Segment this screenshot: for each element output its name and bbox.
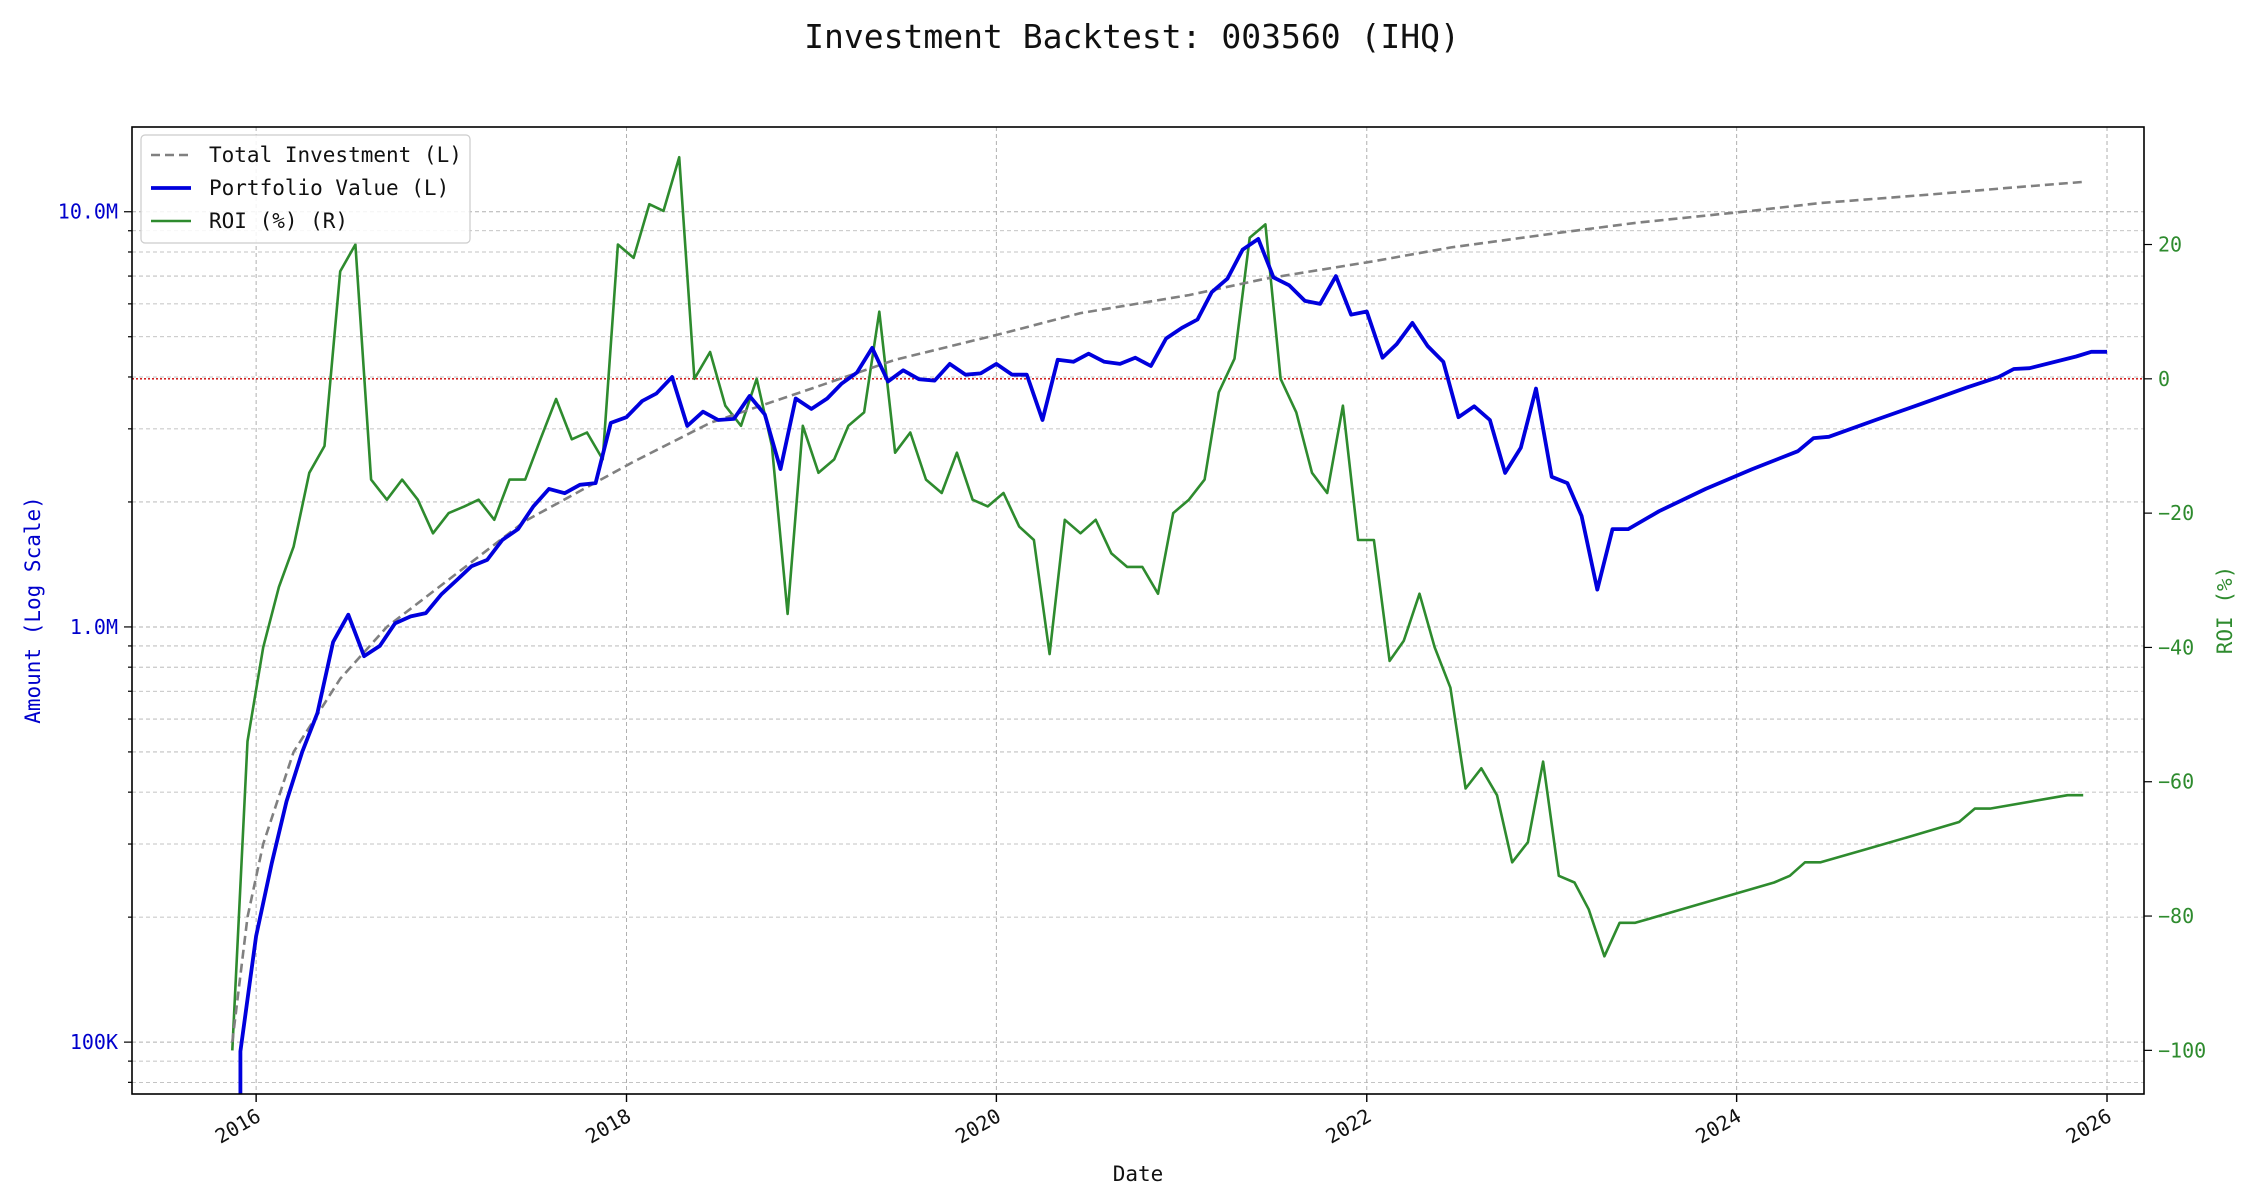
y-right-tick-label: 0	[2158, 367, 2170, 391]
series-line-2	[231, 155, 2084, 1051]
series-line-0	[231, 180, 2084, 1043]
plot-frame	[131, 126, 2145, 1095]
legend-label: Total Investment (L)	[209, 143, 462, 167]
x-tick-label: 2018	[581, 1104, 635, 1149]
legend-label: ROI (%) (R)	[209, 209, 348, 233]
legend-label: Portfolio Value (L)	[209, 176, 449, 200]
y-axis-right-label: ROI (%)	[2213, 566, 2237, 655]
y-right-tick-label: 20	[2158, 233, 2182, 257]
y-left-tick-label: 10.0M	[58, 200, 118, 224]
series-line-1	[238, 236, 2107, 1094]
x-tick-label: 2016	[211, 1104, 265, 1149]
chart-title: Investment Backtest: 003560 (IHQ)	[804, 17, 1460, 56]
y-left-tick-label: 100K	[70, 1030, 118, 1054]
grid-layer	[132, 127, 2144, 1094]
legend-box	[140, 134, 471, 244]
y-right-tick-label: −40	[2158, 635, 2194, 659]
y-right-tick-label: −100	[2158, 1038, 2206, 1062]
y-right-tick-label: −60	[2158, 770, 2194, 794]
x-tick-label: 2020	[951, 1104, 1005, 1149]
x-axis: 2016 2018 2020 2022 2024 2026	[211, 1094, 2116, 1148]
y-axis-left: 100K 1.0M 10.0M	[58, 200, 132, 1083]
series-layer	[231, 155, 2107, 1094]
y-axis-right: −100 −80 −60 −40 −20 0 20	[2144, 233, 2206, 1062]
y-right-tick-label: −80	[2158, 904, 2194, 928]
x-tick-label: 2024	[1691, 1104, 1745, 1149]
legend: Total Investment (L) Portfolio Value (L) R…	[140, 134, 471, 244]
x-tick-label: 2022	[1322, 1104, 1376, 1149]
y-left-tick-label: 1.0M	[70, 615, 118, 639]
y-axis-left-label: Amount (Log Scale)	[21, 496, 45, 724]
x-tick-label: 2026	[2062, 1104, 2116, 1149]
x-axis-label: Date	[1113, 1162, 1164, 1186]
y-right-tick-label: −20	[2158, 501, 2194, 525]
